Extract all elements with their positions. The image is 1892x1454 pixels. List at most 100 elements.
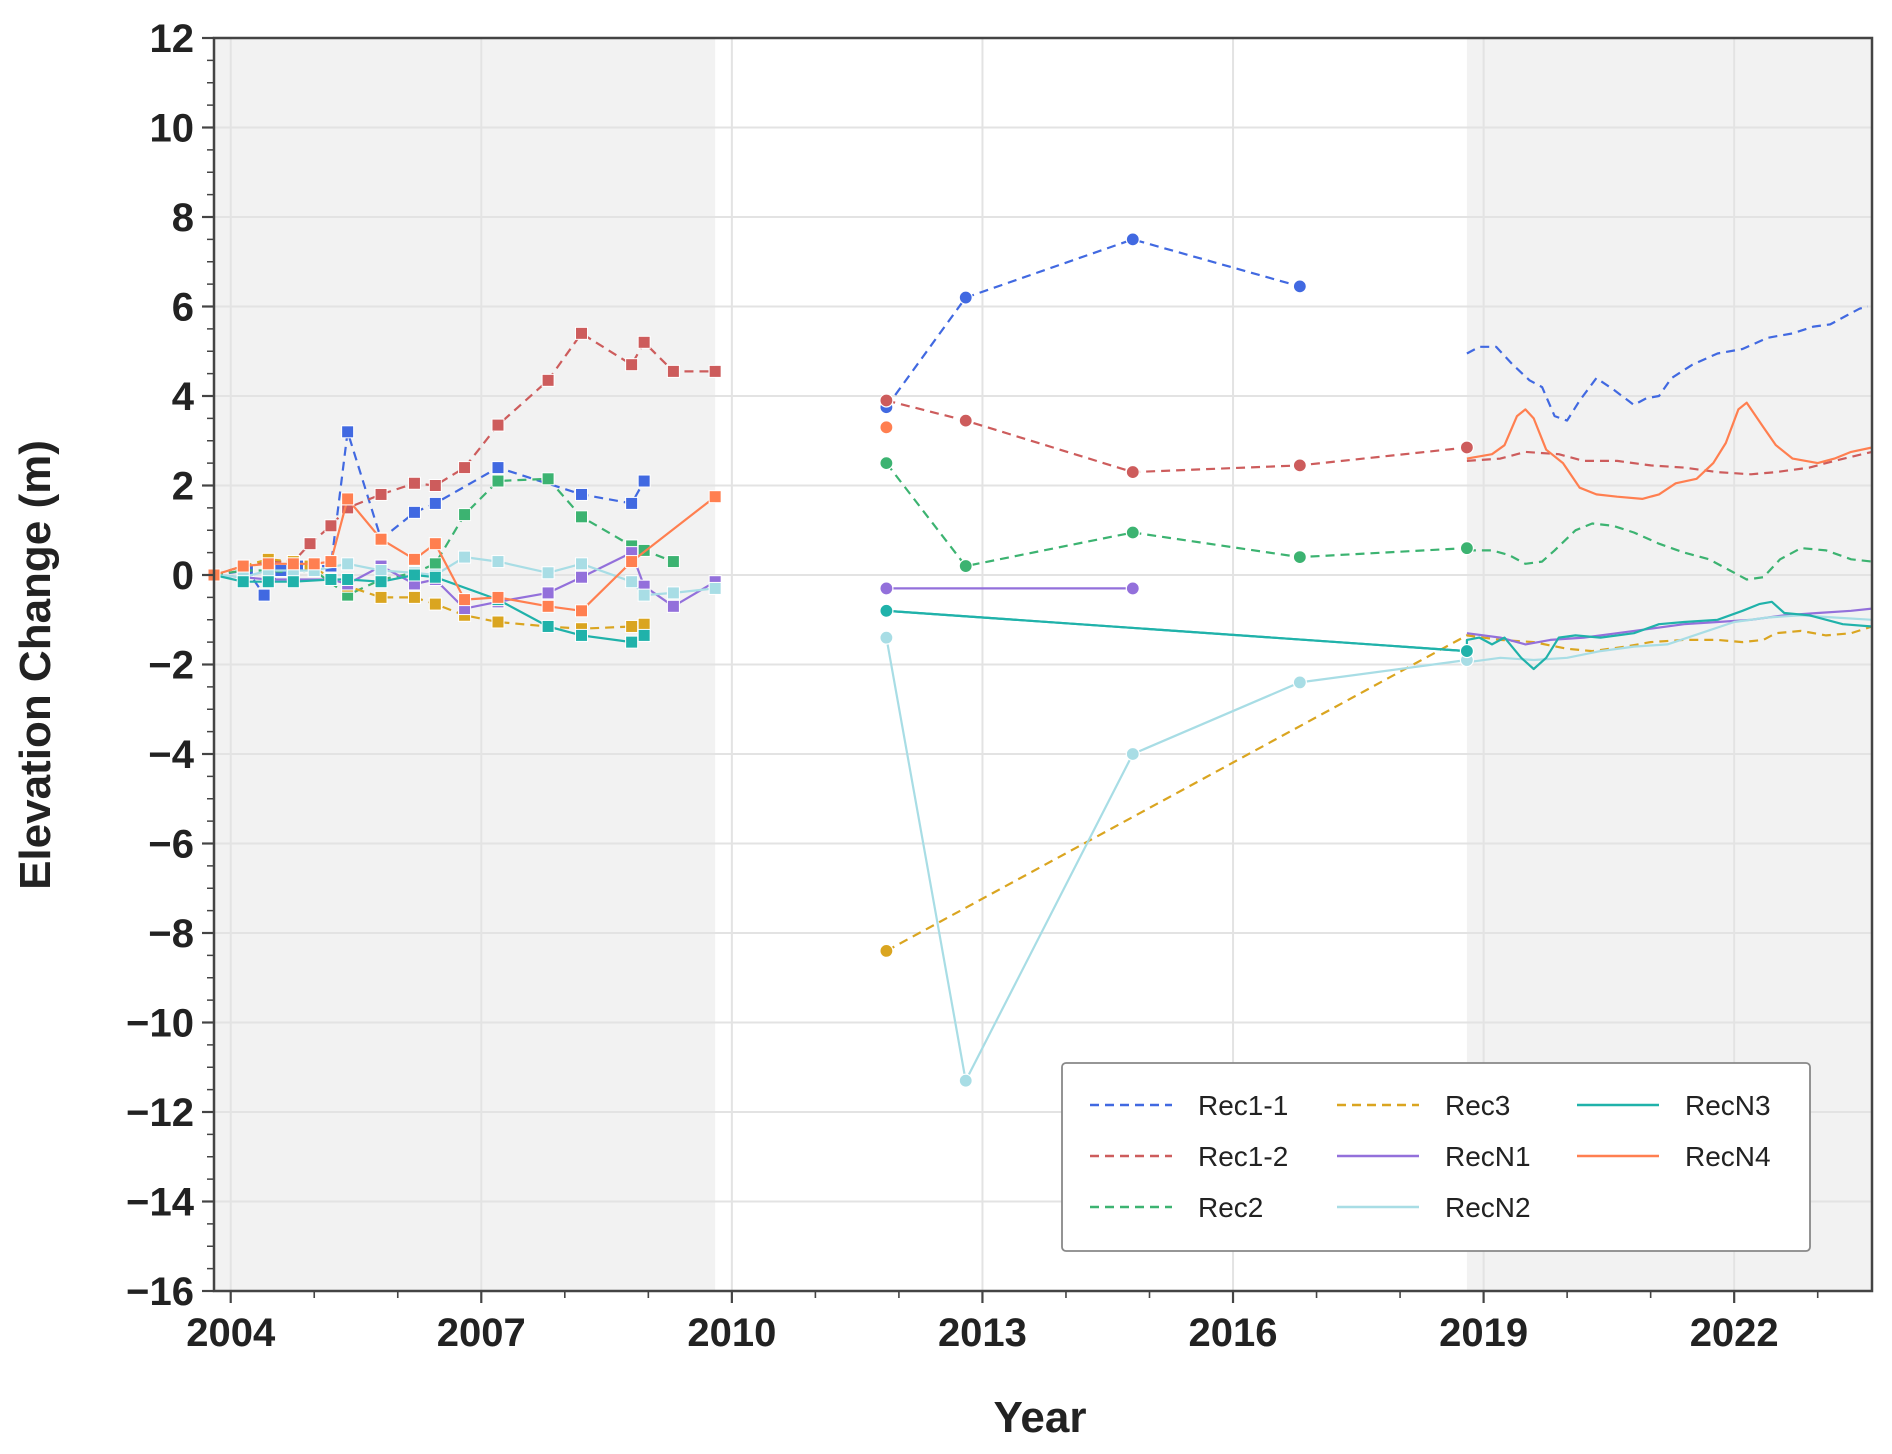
x-tick-label-2019: 2019	[1439, 1311, 1528, 1355]
y-axis-title: Elevation Change (m)	[11, 440, 60, 890]
data-point-Rec2-1	[958, 558, 973, 574]
data-point-RecN3-icesat-5	[341, 572, 355, 586]
data-point-RecN3-0	[879, 603, 894, 618]
data-point-Rec1-2-icesat-14	[625, 358, 639, 372]
legend-box	[1061, 1062, 1811, 1252]
y-tick-label--10: −10	[126, 1002, 194, 1046]
series-line-points-Rec1-2	[886, 399, 1468, 474]
x-tick-label-2016: 2016	[1189, 1311, 1278, 1355]
data-point-RecN4-icesat-10	[458, 593, 472, 607]
data-point-Rec2-icesat-11	[541, 472, 555, 486]
series-line-points-Rec1-1	[885, 238, 1301, 408]
legend-label-Rec2: Rec2	[1198, 1192, 1263, 1223]
data-point-Rec2-4	[1459, 541, 1474, 556]
data-point-Rec3-icesat-10	[491, 615, 505, 629]
data-point-Rec1-1-icesat-9	[428, 496, 442, 510]
legend-entry-Rec1-2: Rec1-2	[1090, 1141, 1288, 1172]
data-point-Rec1-2-icesat-12	[541, 373, 555, 387]
data-point-Rec1-2-icesat-9	[428, 479, 442, 492]
series-line-icesat-RecN4	[213, 495, 716, 612]
x-tick-label-2013: 2013	[938, 1311, 1027, 1355]
legend-entry-Rec2: Rec2	[1090, 1192, 1263, 1223]
legend-label-Rec1-2: Rec1-2	[1198, 1141, 1288, 1172]
data-point-Rec2-0	[879, 456, 894, 471]
data-point-Rec1-2-3	[1292, 458, 1307, 473]
data-point-Rec1-1-icesat-6	[341, 425, 355, 439]
data-point-Rec1-1-icesat-11	[575, 487, 589, 501]
data-point-RecN3-icesat-13	[637, 628, 651, 642]
y-tick-label-8: 8	[172, 196, 194, 240]
data-point-RecN2-0	[879, 630, 894, 645]
data-point-RecN3-icesat-4	[324, 572, 338, 586]
y-tick-label--16: −16	[126, 1270, 194, 1314]
data-point-RecN4-icesat-13	[575, 604, 589, 618]
legend-entry-RecN1: RecN1	[1337, 1141, 1531, 1172]
x-tick-label-2022: 2022	[1690, 1311, 1779, 1355]
data-point-RecN4-icesat-14	[625, 555, 639, 569]
data-point-Rec1-2-icesat-4	[303, 537, 317, 551]
legend-entry-Rec1-1: Rec1-1	[1090, 1090, 1288, 1121]
data-point-Rec3-icesat-6	[374, 590, 388, 604]
data-point-RecN4-icesat-6	[341, 492, 355, 506]
y-tick-label--2: −2	[148, 644, 194, 688]
y-tick-label--4: −4	[148, 733, 194, 777]
y-tick-label--8: −8	[148, 912, 194, 956]
data-point-RecN4-icesat-7	[374, 532, 388, 546]
data-point-Rec1-2-icesat-17	[708, 364, 722, 378]
data-point-Rec2-2	[1125, 525, 1140, 540]
data-point-RecN3-icesat-3	[286, 575, 300, 589]
data-point-Rec3-0	[879, 943, 894, 959]
data-point-RecN1-icesat-12	[575, 570, 589, 584]
data-point-RecN2-2	[1125, 746, 1140, 762]
series-line-continuous-Rec2	[1466, 522, 1873, 581]
data-point-RecN4-icesat-15	[708, 490, 722, 504]
data-point-Rec1-2-icesat-7	[374, 487, 388, 501]
data-point-RecN2-icesat-16	[708, 581, 722, 595]
data-point-RecN4-icesat-5	[324, 555, 338, 569]
data-point-RecN4-icesat-9	[428, 537, 442, 551]
series-line-continuous-Rec1-2	[1466, 450, 1873, 476]
legend: Rec1-1 Rec1-2 Rec2 Rec3 RecN1 RecN2 RecN3 RecN4	[1061, 1062, 1811, 1252]
data-point-Rec2-icesat-15	[666, 555, 680, 569]
data-point-RecN1-0	[879, 581, 894, 596]
y-tick-label--12: −12	[126, 1091, 194, 1135]
data-point-Rec1-2-icesat-16	[666, 364, 680, 378]
data-point-RecN3-icesat-2	[261, 575, 275, 589]
data-point-RecN4-icesat-4	[307, 557, 321, 571]
data-point-Rec1-2-icesat-8	[407, 476, 421, 490]
data-point-RecN2-1	[958, 1073, 973, 1088]
legend-label-RecN4: RecN4	[1685, 1141, 1771, 1172]
data-point-RecN4-icesat-1	[236, 559, 250, 573]
data-point-Rec1-2-icesat-13	[575, 326, 589, 340]
series-line-continuous-Rec1-1	[1466, 305, 1869, 422]
data-point-RecN2-icesat-6	[374, 564, 388, 578]
data-point-RecN3-icesat-6	[374, 575, 388, 589]
x-axis-title: Year	[994, 1393, 1087, 1442]
data-point-Rec3-icesat-8	[428, 597, 442, 611]
axis-ticks: 2004 2007 2010 2013 2016 2019 2022 12 10 8 6 4 2 0 −2 −…	[126, 17, 1819, 1355]
data-point-Rec1-1-icesat-2	[257, 588, 271, 602]
y-tick-label-2: 2	[172, 465, 194, 509]
data-point-Rec3-icesat-13	[625, 619, 639, 633]
data-point-Rec2-3	[1292, 549, 1307, 565]
data-point-RecN3-1	[1459, 643, 1474, 659]
y-tick-label--14: −14	[126, 1181, 195, 1225]
data-point-Rec1-2-icesat-5	[324, 519, 338, 533]
series-RecN3	[207, 568, 1873, 671]
data-point-Rec1-1-icesat-12	[625, 496, 639, 510]
data-point-RecN2-icesat-10	[491, 555, 505, 569]
data-point-Rec1-1-icesat-13	[637, 474, 651, 488]
data-point-Rec1-2-0	[879, 393, 894, 408]
y-tick-label-6: 6	[172, 286, 194, 330]
data-point-Rec2-icesat-10	[491, 474, 505, 488]
data-point-Rec2-icesat-9	[458, 508, 472, 522]
data-point-Rec1-1-2	[1125, 232, 1140, 247]
series-line-continuous-RecN3	[886, 600, 1873, 671]
x-tick-label-2010: 2010	[687, 1311, 776, 1355]
data-point-Rec1-2-4	[1459, 440, 1474, 455]
data-point-RecN1-icesat-15	[666, 599, 680, 613]
data-point-Rec1-1-icesat-10	[491, 461, 505, 475]
data-point-Rec1-2-icesat-15	[637, 335, 651, 349]
legend-label-RecN2: RecN2	[1445, 1192, 1531, 1223]
